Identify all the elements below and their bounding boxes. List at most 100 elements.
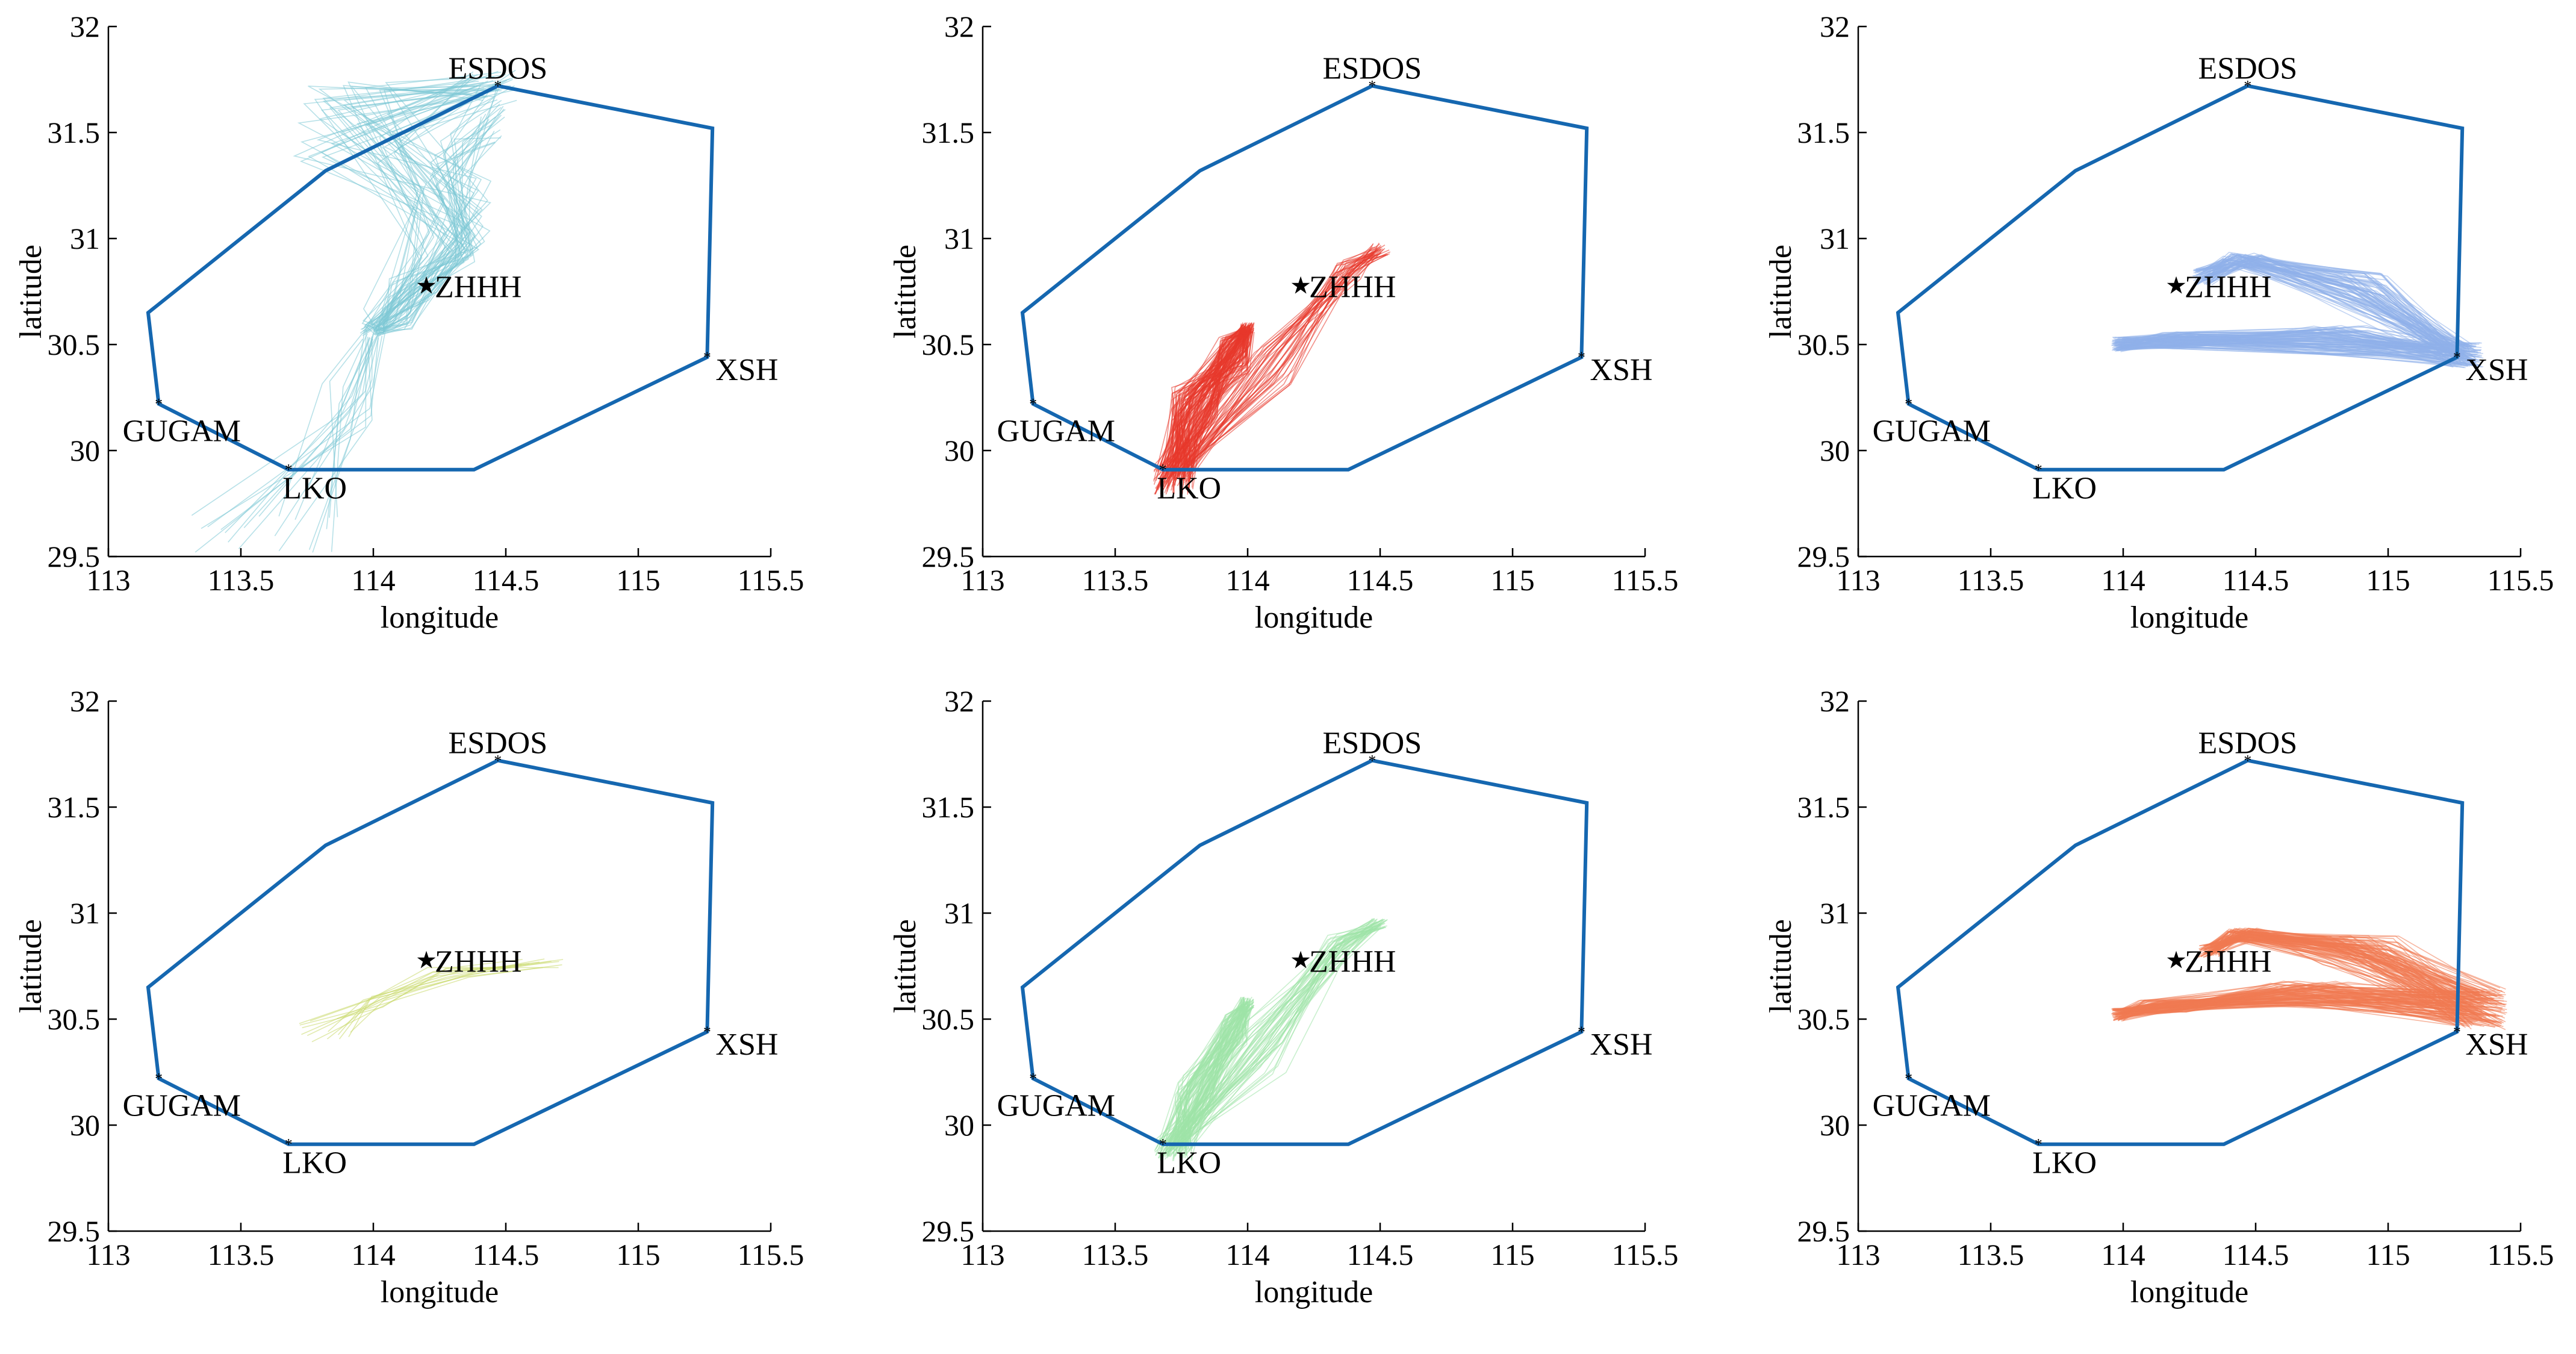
waypoint-marker-esdos: *	[1368, 752, 1376, 770]
y-tick-label: 30	[944, 434, 974, 467]
waypoint-marker-esdos: *	[494, 752, 502, 770]
trajectory-line	[2121, 987, 2494, 1013]
waypoint-marker-lko: *	[2035, 1136, 2042, 1153]
trajectory-line	[2209, 939, 2506, 1023]
waypoint-label-esdos: ESDOS	[448, 52, 547, 86]
trajectory-line	[1156, 327, 1251, 491]
y-tick-label: 31.5	[48, 116, 101, 149]
x-tick-label: 113.5	[1958, 563, 2024, 597]
y-tick-label: 31.5	[1797, 116, 1850, 149]
y-tick-label: 29.5	[922, 540, 975, 573]
trajectory-line	[2202, 263, 2462, 361]
x-tick-label: 113.5	[208, 1238, 275, 1271]
y-tick-label: 31	[70, 896, 100, 930]
chart-panel-top-left: 113 113.5 114 114.5 115 115.5 29.5 30 30.5 31 31.5…	[18, 14, 804, 635]
trajectory-line	[1174, 254, 1387, 476]
trajectory-line	[329, 333, 379, 518]
waypoint-label-xsh: XSH	[715, 1028, 778, 1062]
x-tick-label: 113	[1836, 1238, 1880, 1271]
waypoint-label-xsh: XSH	[2465, 353, 2528, 387]
waypoint-label-esdos: ESDOS	[1322, 52, 1422, 86]
y-tick-label: 32	[70, 14, 100, 43]
x-tick-label: 113	[1836, 563, 1880, 597]
airport-label: ZHHH	[435, 270, 521, 304]
waypoint-marker-lko: *	[285, 461, 293, 479]
trajectory-line	[1187, 1002, 1245, 1161]
waypoint-marker-gugam: *	[1029, 396, 1037, 413]
trajectory-line	[1153, 332, 1248, 472]
y-tick-label: 32	[944, 689, 974, 718]
y-tick-label: 29.5	[1797, 1214, 1850, 1248]
trajectory-line	[1174, 926, 1387, 1143]
y-tick-label: 31.5	[922, 116, 975, 149]
x-tick-label: 114	[1225, 563, 1269, 597]
trajectory-line	[386, 139, 484, 325]
trajectory-line	[362, 95, 482, 331]
trajectory-line	[1180, 925, 1381, 1153]
waypoint-label-gugam: GUGAM	[997, 1089, 1115, 1123]
trajectory-line	[2116, 987, 2504, 1012]
x-tick-label: 113	[86, 563, 130, 597]
x-tick-label: 115	[2366, 563, 2410, 597]
y-tick-label: 30	[70, 1108, 100, 1142]
x-tick-label: 114	[351, 563, 395, 597]
trajectory-line	[1187, 254, 1373, 469]
trajectory-line	[1184, 328, 1251, 481]
trajectory-group	[2111, 928, 2507, 1031]
chart-panel-bottom-left: 113 113.5 114 114.5 115 115.5 29.5 30 30.5 31 31.5…	[18, 689, 804, 1309]
x-tick-label: 114	[351, 1238, 395, 1271]
trajectory-line	[2113, 328, 2477, 350]
trajectory-line	[1185, 330, 1252, 490]
airport-marker: ★	[415, 946, 437, 973]
trajectory-line	[382, 114, 502, 326]
trajectory-line	[373, 71, 474, 335]
chart-panel-top-right: 113 113.5 114 114.5 115 115.5 29.5 30 30.5 31 31.5…	[1768, 14, 2554, 635]
x-tick-label: 115	[1490, 1238, 1534, 1271]
sector-boundary	[146, 758, 715, 1146]
waypoint-label-lko: LKO	[2032, 1146, 2097, 1181]
y-tick-label: 30.5	[922, 1002, 975, 1036]
airport-label: ZHHH	[435, 944, 521, 979]
trajectory-line	[243, 333, 374, 528]
airport-label: ZHHH	[2185, 944, 2271, 979]
trajectory-line	[201, 329, 367, 529]
y-tick-label: 30.5	[922, 328, 975, 361]
trajectory-line	[331, 333, 368, 552]
trajectory-line	[1182, 324, 1245, 481]
waypoint-marker-gugam: *	[1029, 1070, 1037, 1088]
trajectory-line	[331, 92, 491, 335]
trajectory-group	[191, 69, 517, 553]
x-tick-label: 115	[616, 563, 660, 597]
x-tick-label: 113	[960, 1238, 1004, 1271]
airport-label: ZHHH	[2185, 270, 2271, 304]
x-tick-label: 114	[1225, 1238, 1269, 1271]
sector-boundary	[1896, 758, 2465, 1146]
y-axis-label: latitude	[1768, 919, 1798, 1013]
y-tick-label: 30	[70, 434, 100, 467]
waypoint-label-lko: LKO	[1157, 472, 1221, 506]
waypoint-marker-xsh: *	[1578, 1023, 1585, 1041]
x-tick-label: 115	[2366, 1238, 2410, 1271]
trajectory-group	[1153, 918, 1388, 1161]
x-tick-label: 113.5	[1958, 1238, 2024, 1271]
y-tick-label: 30	[944, 1108, 974, 1142]
waypoint-marker-gugam: *	[155, 396, 163, 413]
waypoint-marker-xsh: *	[703, 1023, 711, 1041]
trajectory-line	[365, 86, 478, 333]
x-tick-label: 114.5	[1347, 563, 1414, 597]
waypoint-label-lko: LKO	[1157, 1146, 1221, 1181]
y-tick-label: 29.5	[48, 540, 101, 573]
y-tick-label: 32	[1820, 14, 1850, 43]
chart-panel-top-middle: 113 113.5 114 114.5 115 115.5 29.5 30 30.5 31 31.5…	[892, 14, 1678, 635]
x-tick-label: 113.5	[208, 563, 275, 597]
chart-panel-bottom-right: 113 113.5 114 114.5 115 115.5 29.5 30 30.5 31 31.5…	[1768, 689, 2554, 1309]
airport-marker: ★	[2165, 946, 2187, 973]
trajectory-line	[2206, 254, 2467, 357]
trajectory-line	[278, 336, 373, 552]
trajectory-line	[1158, 1000, 1248, 1159]
trajectory-line	[1177, 324, 1245, 487]
waypoint-marker-gugam: *	[1905, 396, 1912, 413]
x-tick-label: 114.5	[1347, 1238, 1414, 1271]
waypoint-label-xsh: XSH	[2465, 1028, 2528, 1062]
trajectory-line	[1168, 928, 1373, 1143]
